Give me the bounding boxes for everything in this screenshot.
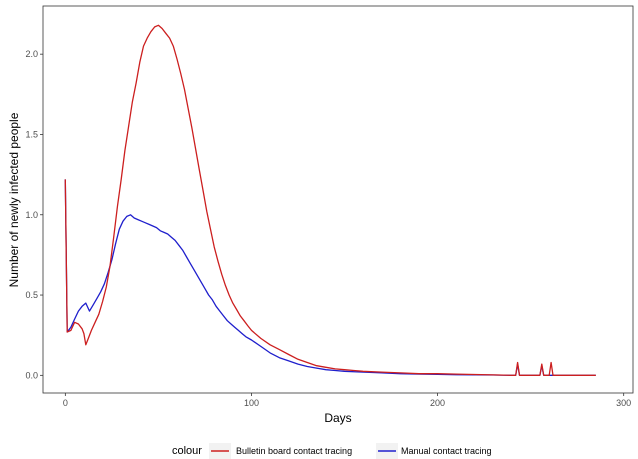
- y-tick-label: 1.0: [25, 210, 38, 220]
- y-axis-title: Number of newly infected people: [7, 112, 21, 287]
- y-tick-label: 0.5: [25, 290, 38, 300]
- y-axis-ticks: 0.0 0.5 1.0 1.5 2.0: [25, 49, 43, 380]
- y-tick-label: 1.5: [25, 129, 38, 139]
- legend-label-2: Manual contact tracing: [401, 446, 492, 456]
- y-tick-label: 0.0: [25, 370, 38, 380]
- legend-label-1: Bulletin board contact tracing: [236, 446, 352, 456]
- x-axis-ticks: 0 100 200 300: [63, 393, 631, 408]
- legend-title: colour: [172, 445, 202, 457]
- x-tick-label: 100: [244, 398, 259, 408]
- x-tick-label: 0: [63, 398, 68, 408]
- x-tick-label: 200: [430, 398, 445, 408]
- series-line-manual: [64, 179, 596, 376]
- x-tick-label: 300: [616, 398, 631, 408]
- series-line-bulletin-board: [64, 24, 596, 376]
- series-layer: [64, 24, 596, 376]
- y-tick-label: 2.0: [25, 49, 38, 59]
- legend: colour Bulletin board contact tracing Ma…: [172, 443, 492, 459]
- panel-border: [42, 5, 634, 394]
- x-axis-title: Days: [324, 411, 351, 425]
